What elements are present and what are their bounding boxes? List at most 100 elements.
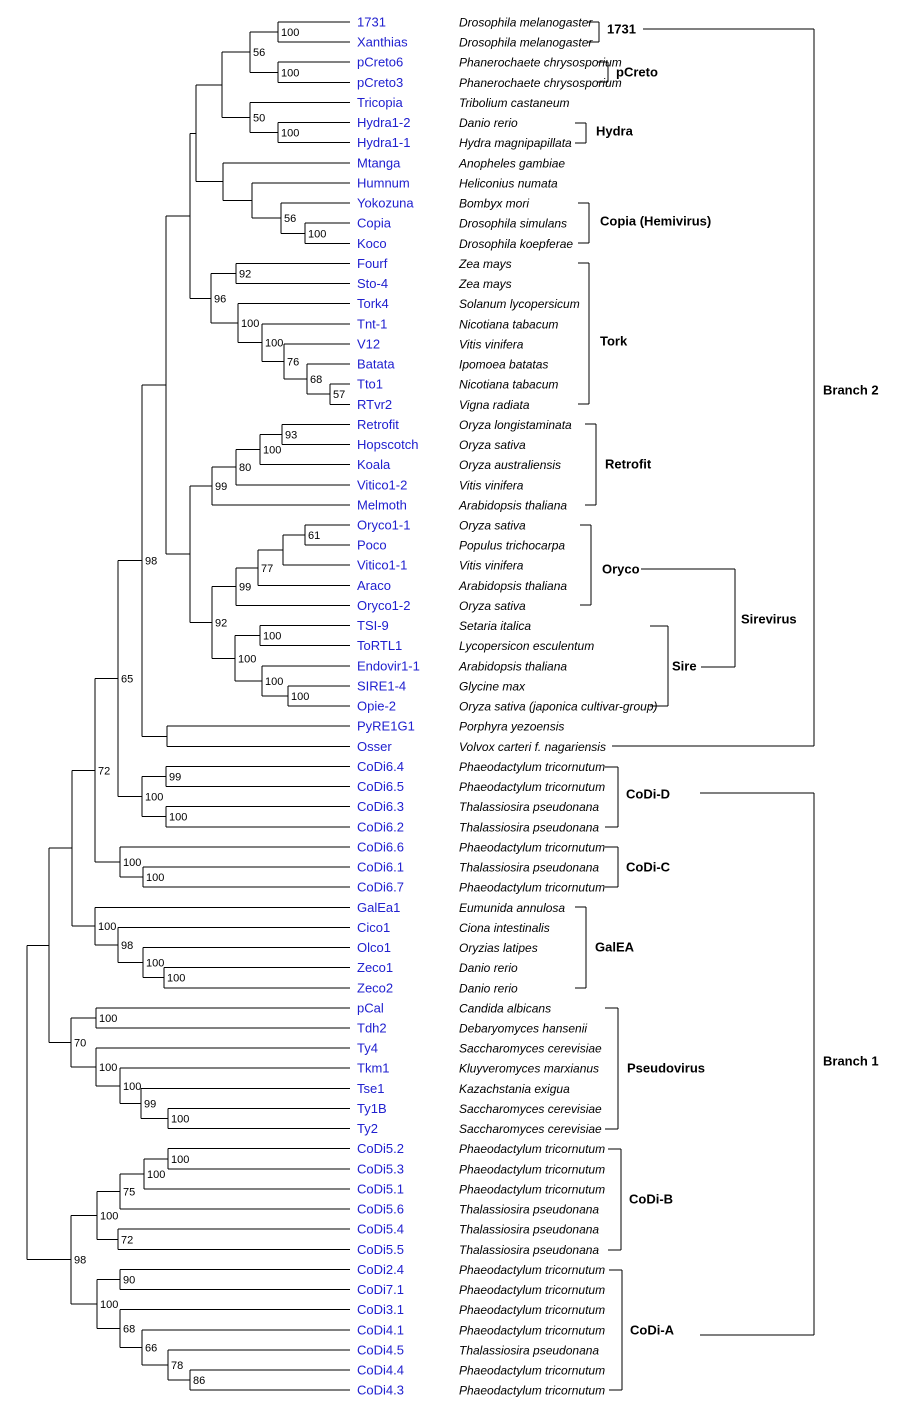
species-label: Phaeodactylum tricornutum bbox=[459, 780, 605, 794]
species-label: Hydra magnipapillata bbox=[459, 136, 572, 150]
taxon-label: CoDi5.2 bbox=[357, 1141, 404, 1156]
species-label: Tribolium castaneum bbox=[459, 96, 569, 110]
taxon-label: Vitico1-2 bbox=[357, 477, 407, 492]
bootstrap-value: 98 bbox=[145, 556, 157, 568]
bootstrap-value: 86 bbox=[193, 1375, 205, 1387]
group-label: CoDi-C bbox=[626, 860, 671, 875]
species-label: Anopheles gambiae bbox=[458, 156, 565, 170]
taxon-label: TSI-9 bbox=[357, 618, 389, 633]
taxon-label: SIRE1-4 bbox=[357, 678, 406, 693]
bootstrap-value: 100 bbox=[265, 676, 283, 688]
taxon-label: Hydra1-2 bbox=[357, 115, 410, 130]
species-label: Kluyveromyces marxianus bbox=[459, 1062, 599, 1076]
taxon-label: CoDi4.5 bbox=[357, 1342, 404, 1357]
taxon-label: GalEa1 bbox=[357, 900, 400, 915]
species-label: Vitis vinifera bbox=[459, 559, 524, 573]
bootstrap-value: 93 bbox=[285, 429, 297, 441]
bootstrap-value: 80 bbox=[239, 462, 251, 474]
taxon-label: pCal bbox=[357, 1000, 384, 1015]
species-label: Arabidopsis thaliana bbox=[458, 579, 567, 593]
bootstrap-value: 92 bbox=[239, 269, 251, 281]
taxon-label: CoDi4.1 bbox=[357, 1322, 404, 1337]
species-label: Arabidopsis thaliana bbox=[458, 498, 567, 512]
species-label: Vitis vinifera bbox=[459, 478, 524, 492]
species-label: Debaryomyces hansenii bbox=[459, 1022, 587, 1036]
species-label: Danio rerio bbox=[459, 116, 518, 130]
taxon-label: Melmoth bbox=[357, 497, 407, 512]
bootstrap-value: 76 bbox=[287, 357, 299, 369]
group-label: GalEA bbox=[595, 940, 635, 955]
bootstrap-value: 92 bbox=[215, 617, 227, 629]
group-label: Hydra bbox=[596, 124, 634, 139]
bootstrap-value: 99 bbox=[215, 481, 227, 493]
species-label: Thalassiosira pseudonana bbox=[459, 1203, 599, 1217]
species-label: Nicotiana tabacum bbox=[459, 317, 558, 331]
bootstrap-value: 98 bbox=[74, 1255, 86, 1267]
taxon-label: CoDi6.7 bbox=[357, 880, 404, 895]
species-label: Phaeodactylum tricornutum bbox=[459, 1323, 605, 1337]
bootstrap-value: 50 bbox=[253, 113, 265, 125]
species-label: Vigna radiata bbox=[459, 398, 530, 412]
bootstrap-value: 100 bbox=[100, 1299, 118, 1311]
taxon-label: Humnum bbox=[357, 175, 410, 190]
taxon-label: CoDi5.6 bbox=[357, 1202, 404, 1217]
taxon-label: CoDi6.5 bbox=[357, 779, 404, 794]
bootstrap-value: 100 bbox=[147, 1169, 165, 1181]
species-label: Oryzias latipes bbox=[459, 941, 538, 955]
species-label: Phaeodactylum tricornutum bbox=[459, 1384, 605, 1398]
bootstrap-value: 100 bbox=[265, 338, 283, 350]
species-label: Drosophila simulans bbox=[459, 217, 567, 231]
species-label: Thalassiosira pseudonana bbox=[459, 800, 599, 814]
taxon-label: Xanthias bbox=[357, 35, 408, 50]
taxon-label: Mtanga bbox=[357, 155, 401, 170]
bootstrap-value: 100 bbox=[171, 1114, 189, 1126]
bootstrap-value: 100 bbox=[263, 631, 281, 643]
bootstrap-value: 61 bbox=[308, 530, 320, 542]
side-label: Sirevirus bbox=[741, 612, 797, 627]
bootstrap-value: 72 bbox=[121, 1234, 133, 1246]
species-label: Danio rerio bbox=[459, 981, 518, 995]
group-label: 1731 bbox=[607, 22, 636, 37]
side-label: Branch 2 bbox=[823, 383, 879, 398]
group-label: Copia (Hemivirus) bbox=[600, 214, 711, 229]
species-label: Oryza sativa bbox=[459, 438, 526, 452]
bootstrap-value: 100 bbox=[238, 653, 256, 665]
taxon-label: Hopscotch bbox=[357, 437, 418, 452]
species-label: Zea mays bbox=[458, 257, 512, 271]
bootstrap-value: 100 bbox=[146, 872, 164, 884]
bootstrap-value: 100 bbox=[263, 445, 281, 457]
taxon-label: Tricopia bbox=[357, 95, 404, 110]
species-label: Ciona intestinalis bbox=[459, 921, 550, 935]
taxon-label: Olco1 bbox=[357, 940, 391, 955]
bootstrap-value: 100 bbox=[308, 228, 326, 240]
bootstrap-value: 100 bbox=[281, 67, 299, 79]
taxon-label: CoDi5.1 bbox=[357, 1181, 404, 1196]
bootstrap-value: 100 bbox=[171, 1154, 189, 1166]
taxon-label: Cico1 bbox=[357, 920, 390, 935]
species-label: Phaeodactylum tricornutum bbox=[459, 840, 605, 854]
bootstrap-value: 72 bbox=[98, 765, 110, 777]
species-label: Thalassiosira pseudonana bbox=[459, 1243, 599, 1257]
taxon-label: Tse1 bbox=[357, 1081, 384, 1096]
bootstrap-value: 99 bbox=[239, 582, 251, 594]
bootstrap-value: 56 bbox=[253, 47, 265, 59]
taxon-label: V12 bbox=[357, 336, 380, 351]
species-label: Candida albicans bbox=[459, 1001, 551, 1015]
group-label: CoDi-B bbox=[629, 1192, 673, 1207]
species-label: Phaeodactylum tricornutum bbox=[459, 1142, 605, 1156]
species-label: Saccharomyces cerevisiae bbox=[459, 1042, 602, 1056]
bootstrap-value: 100 bbox=[100, 1210, 118, 1222]
species-label: Heliconius numata bbox=[459, 176, 558, 190]
group-label: Tork bbox=[600, 334, 628, 349]
species-label: Phaeodactylum tricornutum bbox=[459, 1263, 605, 1277]
bootstrap-value: 98 bbox=[121, 940, 133, 952]
taxon-label: Sto-4 bbox=[357, 276, 388, 291]
group-label: Oryco bbox=[602, 562, 640, 577]
bootstrap-value: 100 bbox=[291, 691, 309, 703]
taxon-label: Koala bbox=[357, 457, 391, 472]
bootstrap-value: 100 bbox=[281, 27, 299, 39]
group-label: Retrofit bbox=[605, 457, 652, 472]
taxon-label: Koco bbox=[357, 236, 387, 251]
taxon-label: CoDi4.3 bbox=[357, 1383, 404, 1398]
bootstrap-value: 77 bbox=[261, 563, 273, 575]
